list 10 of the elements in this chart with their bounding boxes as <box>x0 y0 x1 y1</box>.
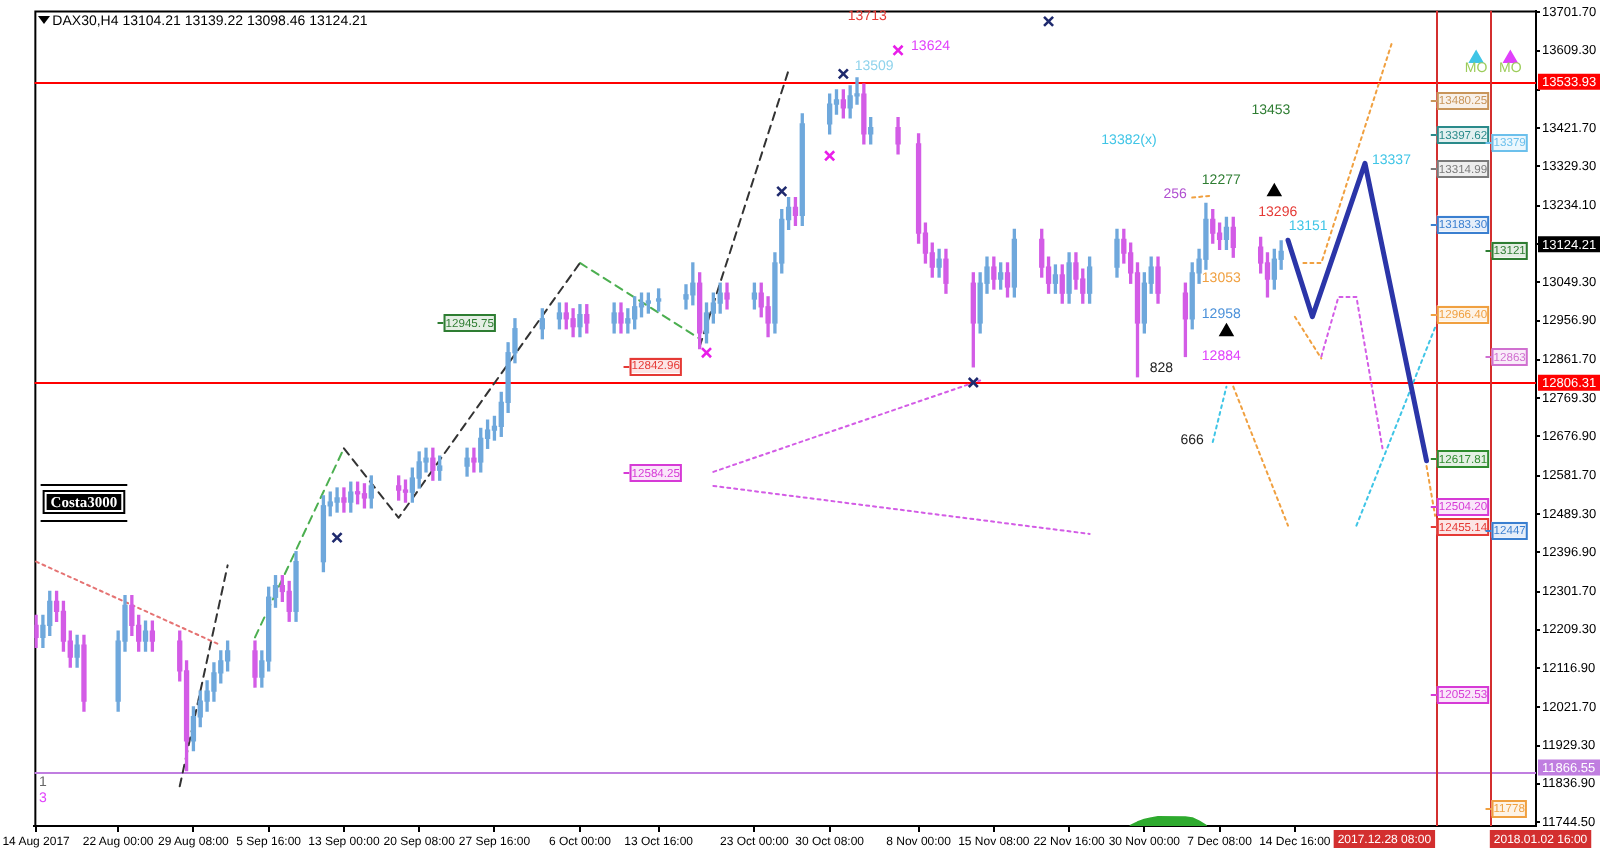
point <box>1042 15 1055 28</box>
point <box>837 68 850 80</box>
point <box>1267 184 1282 197</box>
point <box>700 346 713 359</box>
point <box>892 44 904 57</box>
point <box>823 149 836 162</box>
point <box>775 185 788 198</box>
point <box>1219 323 1234 337</box>
point <box>331 531 343 544</box>
point <box>967 376 980 389</box>
